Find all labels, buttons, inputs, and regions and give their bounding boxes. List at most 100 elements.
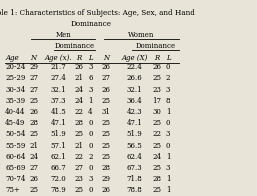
Text: 26: 26 xyxy=(102,186,111,194)
Text: 27: 27 xyxy=(75,164,84,172)
Text: 47.1: 47.1 xyxy=(127,119,143,127)
Text: 28: 28 xyxy=(102,164,111,172)
Text: 21.7: 21.7 xyxy=(50,63,66,71)
Text: 57.1: 57.1 xyxy=(50,142,66,150)
Text: 62.1: 62.1 xyxy=(50,153,66,161)
Text: 25: 25 xyxy=(152,74,161,82)
Text: 32.1: 32.1 xyxy=(50,86,66,93)
Text: L: L xyxy=(88,54,93,62)
Text: 24: 24 xyxy=(29,153,38,161)
Text: 1: 1 xyxy=(166,108,170,116)
Text: 22.4: 22.4 xyxy=(127,63,143,71)
Text: R: R xyxy=(77,54,82,62)
Text: 1: 1 xyxy=(166,186,170,194)
Text: 30: 30 xyxy=(152,108,161,116)
Text: 25: 25 xyxy=(75,186,84,194)
Text: 75+: 75+ xyxy=(5,186,20,194)
Text: 3: 3 xyxy=(166,86,170,93)
Text: 20-24: 20-24 xyxy=(5,63,25,71)
Text: 0: 0 xyxy=(166,142,170,150)
Text: 1: 1 xyxy=(166,175,170,183)
Text: 25: 25 xyxy=(75,130,84,138)
Text: R: R xyxy=(154,54,160,62)
Text: 25: 25 xyxy=(102,119,111,127)
Text: 28: 28 xyxy=(29,119,38,127)
Text: 29: 29 xyxy=(29,63,38,71)
Text: 1: 1 xyxy=(166,153,170,161)
Text: 26: 26 xyxy=(29,108,38,116)
Text: Dominance: Dominance xyxy=(136,43,176,51)
Text: 25: 25 xyxy=(152,119,161,127)
Text: 8: 8 xyxy=(166,97,170,105)
Text: 25: 25 xyxy=(152,142,161,150)
Text: 26: 26 xyxy=(152,63,161,71)
Text: 27: 27 xyxy=(29,86,38,93)
Text: 0: 0 xyxy=(88,142,93,150)
Text: Women: Women xyxy=(128,31,155,39)
Text: 62.4: 62.4 xyxy=(127,153,143,161)
Text: N: N xyxy=(30,54,36,62)
Text: 22: 22 xyxy=(152,130,161,138)
Text: 0: 0 xyxy=(166,63,170,71)
Text: 0: 0 xyxy=(88,130,93,138)
Text: 3: 3 xyxy=(88,175,93,183)
Text: 22: 22 xyxy=(75,153,84,161)
Text: 65-69: 65-69 xyxy=(5,164,25,172)
Text: 26: 26 xyxy=(102,63,111,71)
Text: Table 1: Characteristics of Subjects: Age, Sex, and Hand: Table 1: Characteristics of Subjects: Ag… xyxy=(0,9,195,17)
Text: 27.4: 27.4 xyxy=(50,74,66,82)
Text: 71.8: 71.8 xyxy=(127,175,143,183)
Text: 31: 31 xyxy=(102,108,111,116)
Text: 70-74: 70-74 xyxy=(5,175,25,183)
Text: N: N xyxy=(103,54,109,62)
Text: Age: Age xyxy=(5,54,19,62)
Text: 0: 0 xyxy=(88,186,93,194)
Text: 0: 0 xyxy=(166,119,170,127)
Text: Dominance: Dominance xyxy=(71,20,112,28)
Text: 3: 3 xyxy=(88,63,93,71)
Text: 26.6: 26.6 xyxy=(127,74,143,82)
Text: 17: 17 xyxy=(152,97,161,105)
Text: 32.1: 32.1 xyxy=(127,86,142,93)
Text: 67.3: 67.3 xyxy=(127,164,142,172)
Text: 25: 25 xyxy=(29,97,38,105)
Text: 3: 3 xyxy=(166,130,170,138)
Text: 23: 23 xyxy=(152,86,161,93)
Text: 25: 25 xyxy=(102,130,111,138)
Text: 42.3: 42.3 xyxy=(127,108,142,116)
Text: 50-54: 50-54 xyxy=(5,130,25,138)
Text: 25: 25 xyxy=(152,186,161,194)
Text: 29: 29 xyxy=(102,175,111,183)
Text: Dominance: Dominance xyxy=(55,43,95,51)
Text: 27: 27 xyxy=(102,74,111,82)
Text: 37.3: 37.3 xyxy=(50,97,66,105)
Text: 40-44: 40-44 xyxy=(5,108,25,116)
Text: 28: 28 xyxy=(152,175,161,183)
Text: 25: 25 xyxy=(102,153,111,161)
Text: 25: 25 xyxy=(102,97,111,105)
Text: 1: 1 xyxy=(88,97,93,105)
Text: 55-59: 55-59 xyxy=(5,142,25,150)
Text: 0: 0 xyxy=(88,119,93,127)
Text: 23: 23 xyxy=(75,175,84,183)
Text: 35-39: 35-39 xyxy=(5,97,25,105)
Text: 25-29: 25-29 xyxy=(5,74,25,82)
Text: 2: 2 xyxy=(88,153,93,161)
Text: 4: 4 xyxy=(88,108,93,116)
Text: 51.9: 51.9 xyxy=(50,130,66,138)
Text: 24: 24 xyxy=(152,153,161,161)
Text: 25: 25 xyxy=(102,142,111,150)
Text: 25: 25 xyxy=(29,186,38,194)
Text: 22: 22 xyxy=(75,108,84,116)
Text: 36.4: 36.4 xyxy=(127,97,142,105)
Text: 78.9: 78.9 xyxy=(50,186,66,194)
Text: 25: 25 xyxy=(29,130,38,138)
Text: 45-49: 45-49 xyxy=(5,119,25,127)
Text: Age (X): Age (X) xyxy=(122,54,148,62)
Text: 27: 27 xyxy=(29,74,38,82)
Text: 66.7: 66.7 xyxy=(50,164,66,172)
Text: 26: 26 xyxy=(75,63,84,71)
Text: Men: Men xyxy=(55,31,71,39)
Text: 3: 3 xyxy=(166,164,170,172)
Text: 56.5: 56.5 xyxy=(127,142,143,150)
